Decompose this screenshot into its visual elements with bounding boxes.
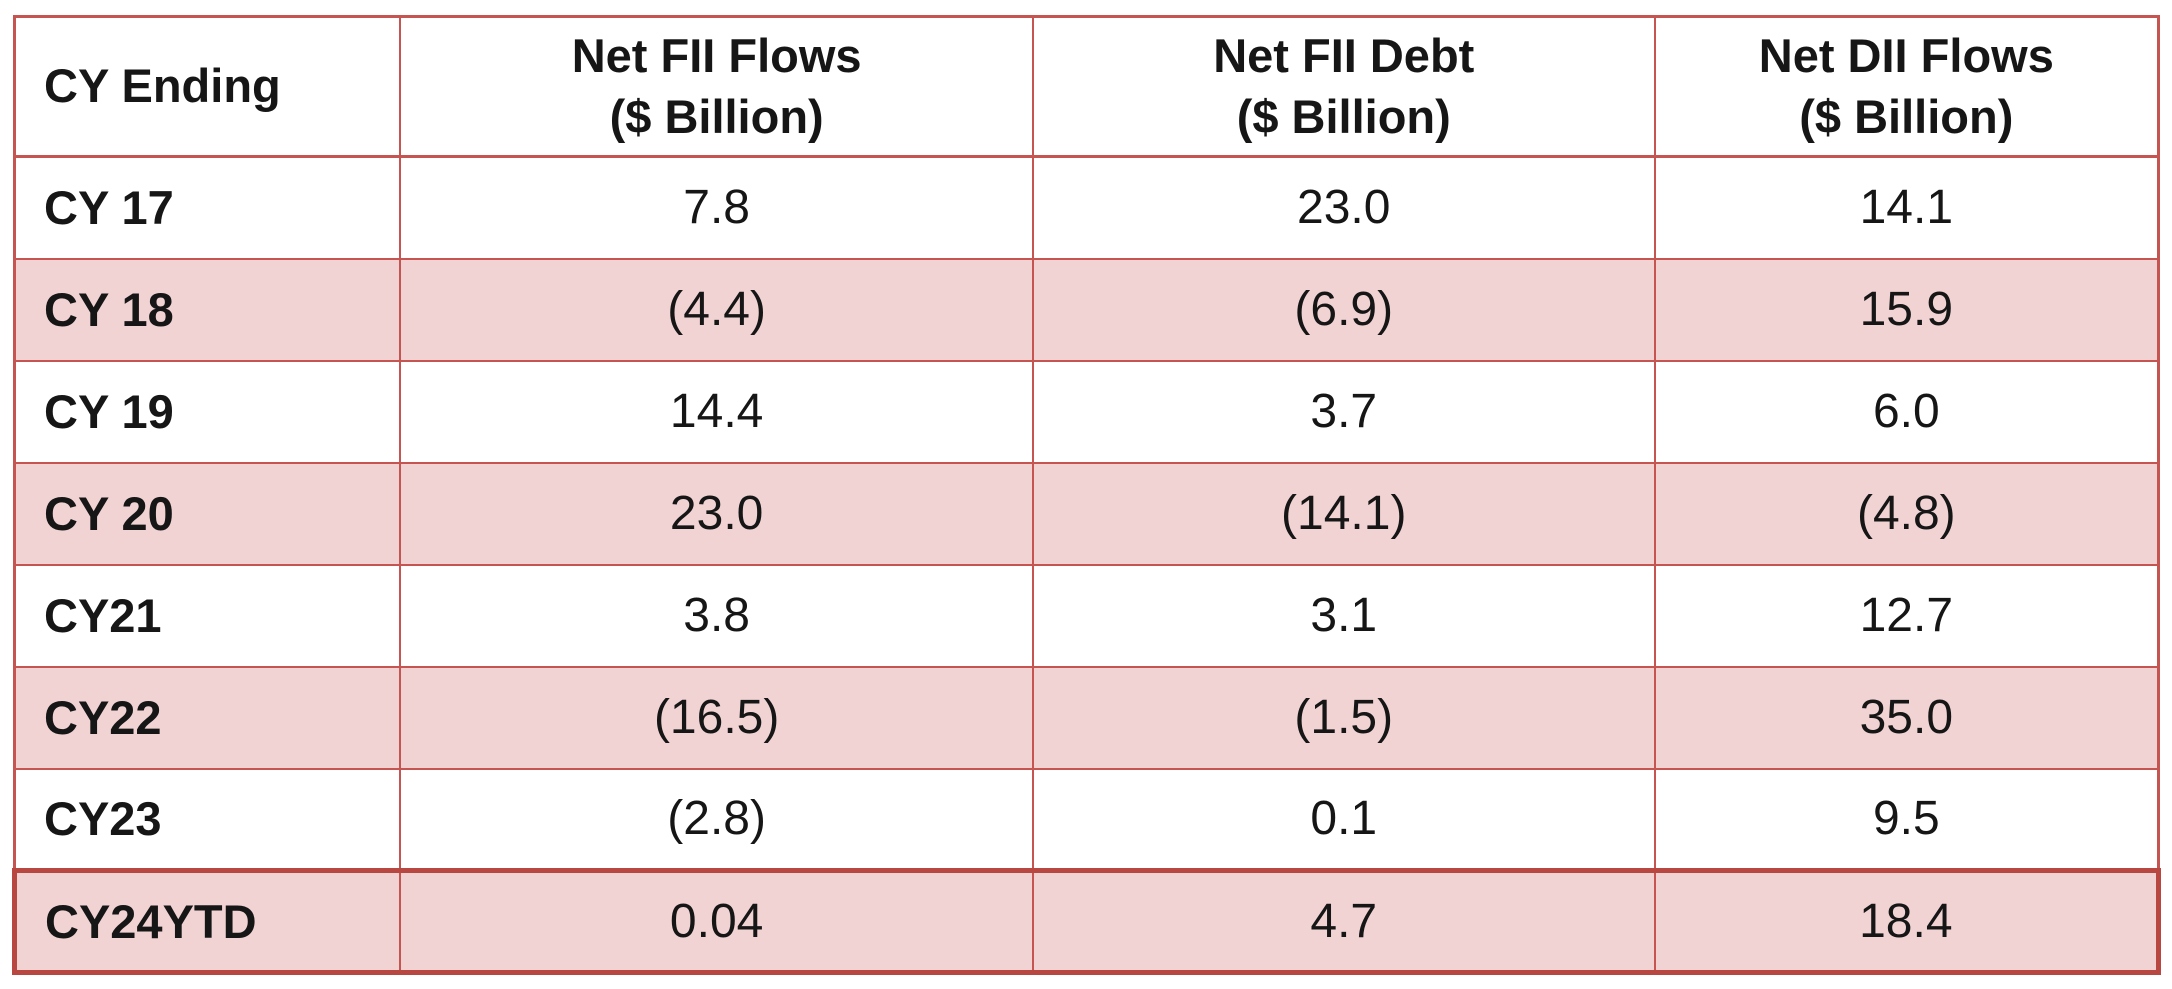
value-cell-negative: (14.1) (1031, 461, 1656, 566)
value-cell-negative: (1.5) (1031, 665, 1656, 770)
header-title: Net FII Flows (571, 29, 862, 83)
table-row-cy20: CY 20 23.0 (14.1) (4.8) (13, 461, 2160, 566)
value-cell: 23.0 (399, 461, 1034, 566)
value-cell: 9.5 (1653, 767, 2160, 872)
table-row-cy23: CY23 (2.8) 0.1 9.5 (13, 767, 2160, 872)
value-cell: 3.8 (399, 563, 1034, 668)
value-cell: 3.1 (1031, 563, 1656, 668)
value-cell-negative: (4.8) (1653, 461, 2160, 566)
fii-dii-flows-table: CY Ending Net FII Flows ($ Billion) Net … (12, 15, 2161, 975)
header-title: Net DII Flows (1758, 29, 2054, 83)
value-cell-negative: (4.4) (399, 257, 1034, 362)
header-cell-net-dii-flows: Net DII Flows ($ Billion) (1653, 15, 2160, 158)
value-cell-negative: (6.9) (1031, 257, 1656, 362)
header-title: Net FII Debt (1213, 29, 1475, 83)
header-cell-net-fii-flows: Net FII Flows ($ Billion) (399, 15, 1034, 158)
value-cell: 14.1 (1653, 155, 2160, 260)
value-cell: 0.1 (1031, 767, 1656, 872)
row-label: CY24YTD (12, 868, 402, 975)
value-cell: 14.4 (399, 359, 1034, 464)
value-cell: 35.0 (1653, 665, 2160, 770)
table-header-row: CY Ending Net FII Flows ($ Billion) Net … (13, 15, 2160, 158)
value-cell: 18.4 (1653, 868, 2161, 975)
row-label: CY21 (13, 563, 402, 668)
header-unit: ($ Billion) (609, 89, 824, 143)
value-cell: 23.0 (1031, 155, 1656, 260)
value-cell-negative: (16.5) (399, 665, 1034, 770)
table-row-cy22: CY22 (16.5) (1.5) 35.0 (13, 665, 2160, 770)
table-row-cy21: CY21 3.8 3.1 12.7 (13, 563, 2160, 668)
row-label: CY 17 (13, 155, 402, 260)
value-cell: 4.7 (1031, 868, 1656, 975)
row-label: CY 18 (13, 257, 402, 362)
header-title: CY Ending (44, 59, 281, 113)
value-cell: 6.0 (1653, 359, 2160, 464)
value-cell: 7.8 (399, 155, 1034, 260)
table-row-cy17: CY 17 7.8 23.0 14.1 (13, 155, 2160, 260)
value-cell: 0.04 (399, 868, 1034, 975)
value-cell: 15.9 (1653, 257, 2160, 362)
value-cell: 3.7 (1031, 359, 1656, 464)
row-label: CY22 (13, 665, 402, 770)
fii-dii-flows-table-container: CY Ending Net FII Flows ($ Billion) Net … (12, 15, 2161, 975)
row-label: CY23 (13, 767, 402, 872)
header-cell-net-fii-debt: Net FII Debt ($ Billion) (1031, 15, 1656, 158)
table-row-cy18: CY 18 (4.4) (6.9) 15.9 (13, 257, 2160, 362)
row-label: CY 19 (13, 359, 402, 464)
table-row-cy24ytd: CY24YTD 0.04 4.7 18.4 (12, 868, 2161, 975)
header-unit: ($ Billion) (1799, 89, 2014, 143)
row-label: CY 20 (13, 461, 402, 566)
header-unit: ($ Billion) (1236, 89, 1451, 143)
value-cell-negative: (2.8) (399, 767, 1034, 872)
header-cell-cy-ending: CY Ending (13, 15, 402, 158)
value-cell: 12.7 (1653, 563, 2160, 668)
table-row-cy19: CY 19 14.4 3.7 6.0 (13, 359, 2160, 464)
